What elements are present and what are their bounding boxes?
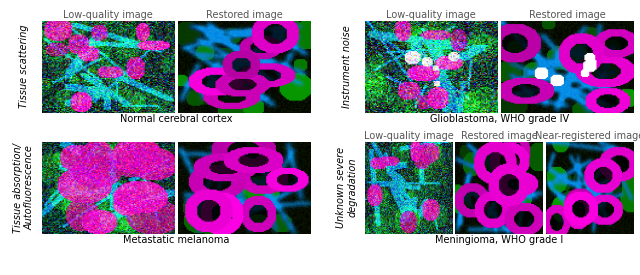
Title: Restored image: Restored image bbox=[205, 10, 282, 20]
Text: Meningioma, WHO grade I: Meningioma, WHO grade I bbox=[435, 235, 563, 245]
Text: Glioblastoma, WHO grade IV: Glioblastoma, WHO grade IV bbox=[429, 114, 569, 124]
Text: Unknown severe
degradation: Unknown severe degradation bbox=[337, 147, 358, 228]
Title: Low-quality image: Low-quality image bbox=[63, 10, 153, 20]
Text: Tissue scattering: Tissue scattering bbox=[19, 25, 29, 109]
Title: Low-quality image: Low-quality image bbox=[387, 10, 476, 20]
Title: Restored image: Restored image bbox=[529, 10, 605, 20]
Text: Tissue absorption/
Autofluorescence: Tissue absorption/ Autofluorescence bbox=[13, 143, 35, 233]
Title: Low-quality image: Low-quality image bbox=[364, 131, 453, 141]
Title: Near-registered image: Near-registered image bbox=[535, 131, 640, 141]
Text: Instrument noise: Instrument noise bbox=[342, 25, 352, 108]
Text: Normal cerebral cortex: Normal cerebral cortex bbox=[120, 114, 232, 124]
Text: Metastatic melanoma: Metastatic melanoma bbox=[123, 235, 229, 245]
Title: Restored image: Restored image bbox=[461, 131, 538, 141]
